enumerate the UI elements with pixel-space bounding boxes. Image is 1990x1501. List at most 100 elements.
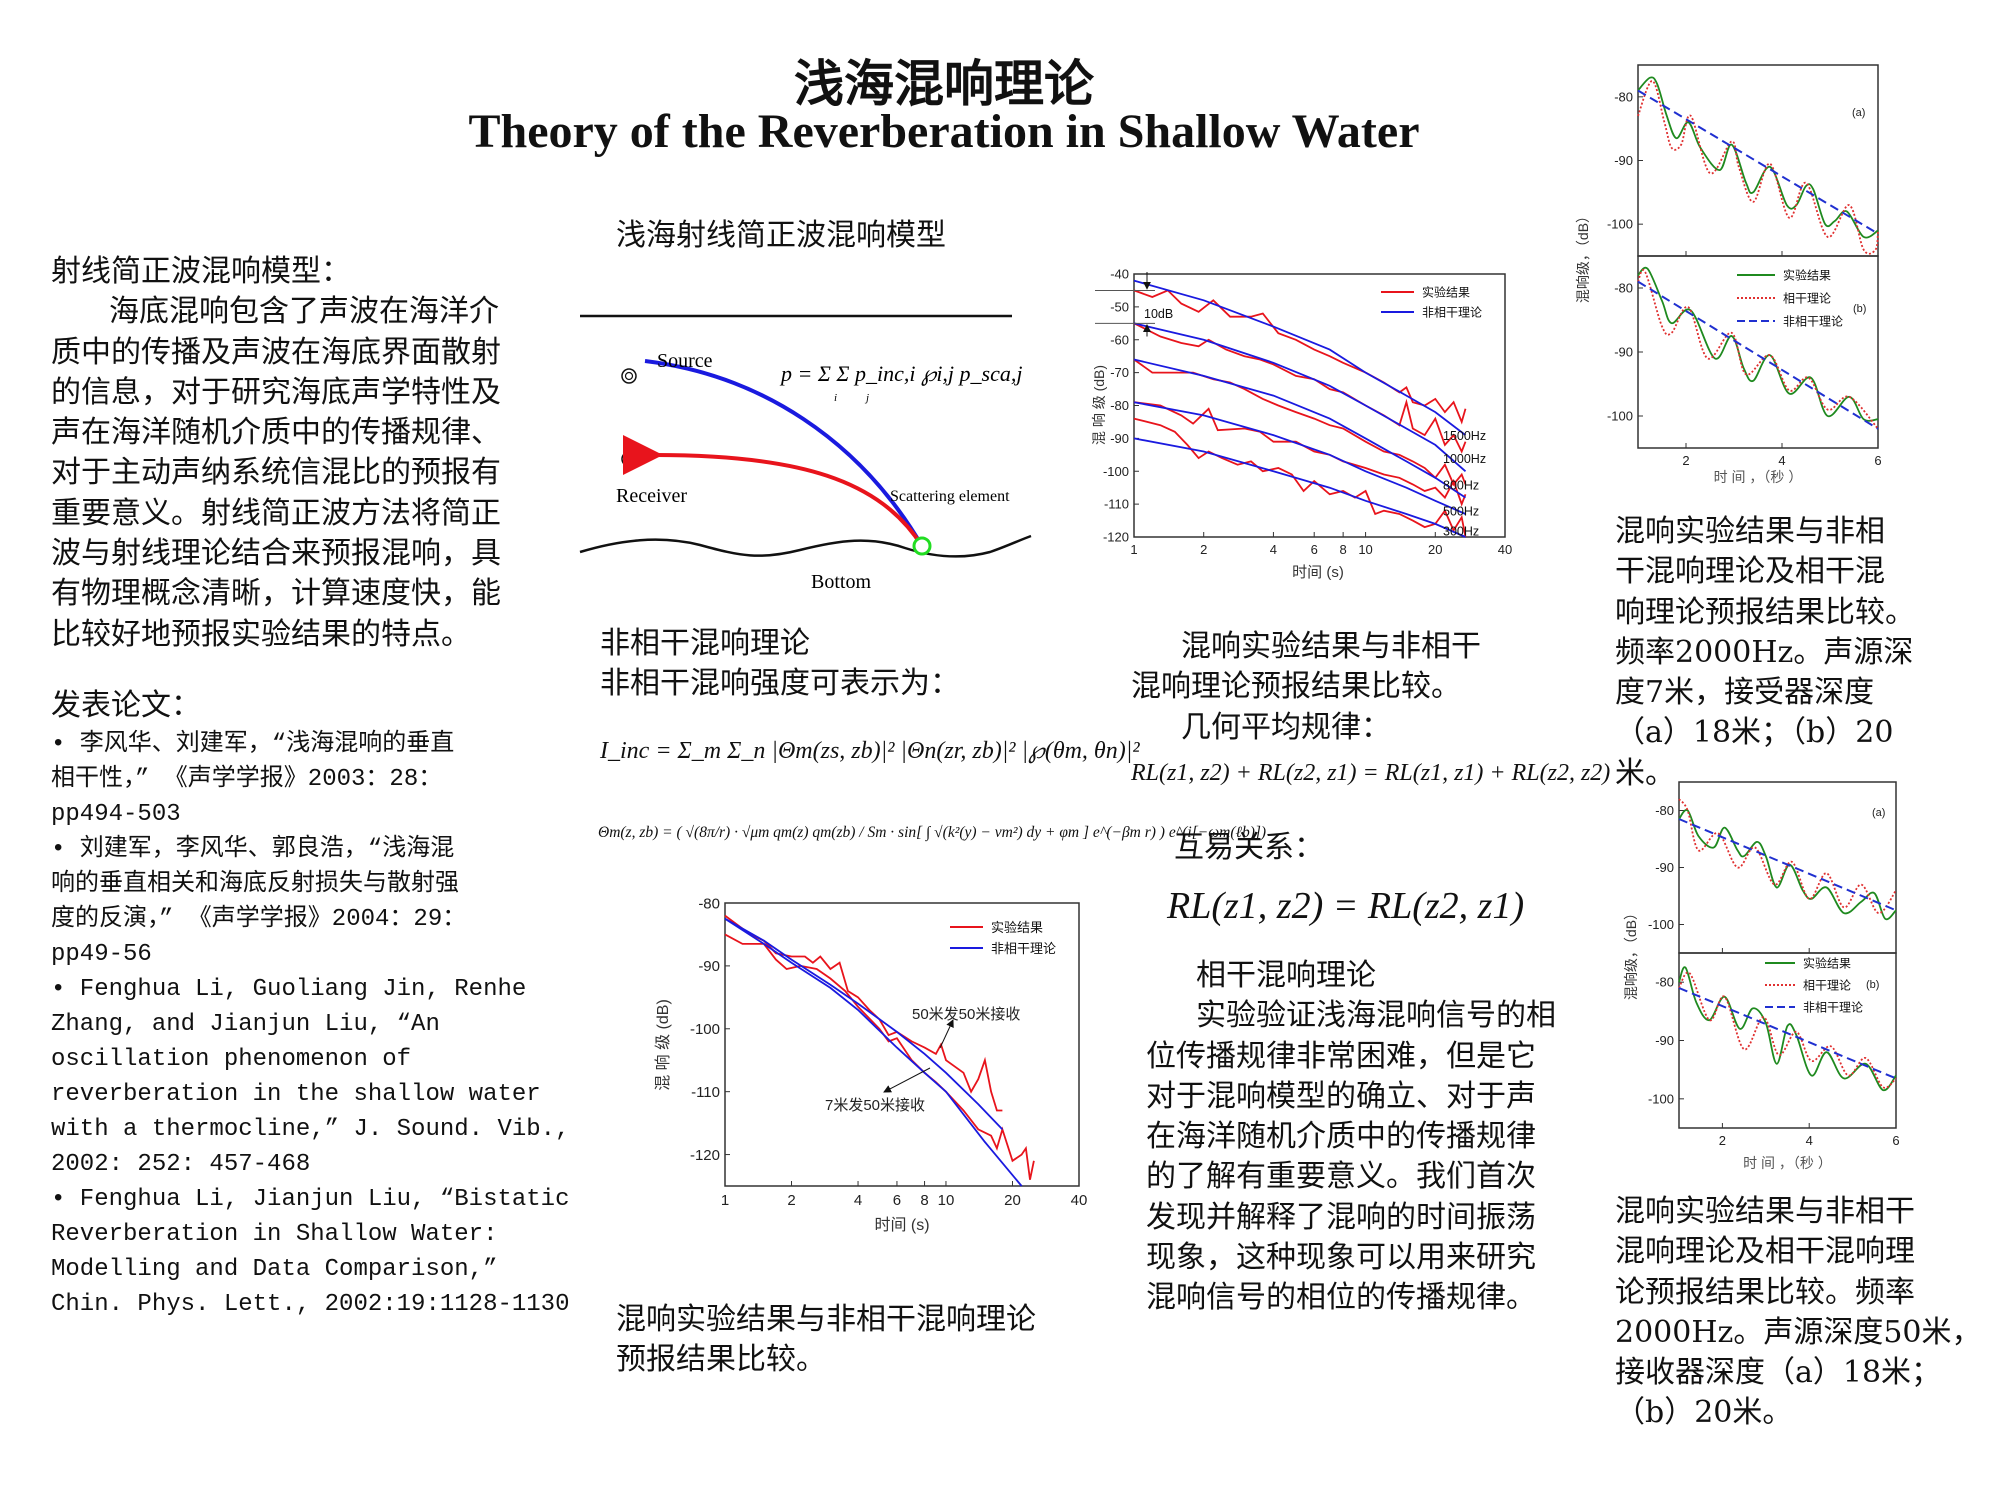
y-tick-label: -110	[691, 1084, 720, 1101]
coherent-heading: 相干混响理论	[1196, 958, 1376, 993]
y-tick-label: -90	[1110, 431, 1129, 446]
legend-label: 实验结果	[991, 920, 1043, 935]
coherent-line: 的了解有重要意义。我们首次	[1146, 1159, 1536, 1195]
intro-section: 射线简正波混响模型： 海底混响包含了声波在海洋介 质中的传播及声波在海底界面散射…	[51, 252, 501, 655]
series-line	[1133, 401, 1467, 507]
diagram-title-wrap: 浅海射线简正波混响模型	[616, 216, 946, 256]
reference-line: Chin. Phys. Lett., 2002:19:1128-1130	[51, 1291, 570, 1318]
diagram-title: 浅海射线简正波混响模型	[616, 218, 946, 253]
annotation-arrow	[883, 1067, 931, 1093]
geometric-mean-formula: RL(z1, z2) + RL(z2, z1) = RL(z1, z1) + R…	[1131, 760, 1611, 786]
legend-label: 非相干理论	[1803, 1001, 1863, 1015]
y-tick-label: -100	[1103, 464, 1129, 479]
intro-line: 海底混响包含了声波在海洋介	[109, 294, 499, 330]
y-tick-label: -100	[1648, 917, 1674, 932]
frequency-label: 1000Hz	[1443, 452, 1486, 466]
caption-line: 论预报结果比较。频率	[1615, 1274, 1915, 1310]
plot-frame	[1637, 255, 1879, 449]
poster-title-en: Theory of the Reverberation in Shallow W…	[468, 105, 1420, 158]
caption-line: 混响实验结果与非相干混响理论	[616, 1302, 1036, 1337]
intro-line: 比较好地预报实验结果的特点。	[51, 616, 471, 652]
scattering-element-label: Scattering element	[890, 488, 1010, 505]
y-tick-label: -90	[1614, 345, 1633, 360]
legend-label: 相干理论	[1803, 979, 1851, 993]
x-tick-label: 4	[854, 1192, 862, 1209]
y-tick-label: -100	[1648, 1091, 1674, 1106]
reference-line: 相干性，” 《声学学报》2003：28：	[51, 766, 443, 793]
scattering-element-icon	[912, 536, 932, 556]
chart-coherent-7m-source: -80 -90 -100 2 4 6 -80 -90 -100 (a) (b) 实验结果相干理论非相干…	[1575, 64, 1882, 485]
caption-line: 混响实验结果与非相	[1615, 514, 1885, 549]
panel-label-b: (b)	[1853, 303, 1866, 315]
y-tick-label: -50	[1110, 299, 1129, 314]
x-tick-label: 20	[1428, 542, 1442, 557]
series-line	[1637, 79, 1879, 255]
receiver-icon	[621, 451, 637, 467]
series-line	[1678, 809, 1897, 921]
chart-d-caption: 混响实验结果与非相干 混响理论及相干混响理 论预报结果比较。频率 2000Hz。…	[1615, 1192, 1982, 1434]
x-tick-label: 2	[1682, 453, 1689, 468]
legend-label: 实验结果	[1803, 956, 1851, 971]
y-tick-label: -80	[1614, 89, 1633, 104]
series-line	[1678, 798, 1897, 914]
publications-list: • 李风华、刘建军，“浅海混响的垂直 相干性，” 《声学学报》2003：28： …	[51, 727, 569, 1322]
y-tick-label: -80	[1655, 975, 1674, 990]
caption-line: 混响实验结果与非相干	[1181, 629, 1481, 664]
series-line	[1133, 358, 1467, 487]
bottom-label: Bottom	[811, 571, 871, 593]
series-line	[1133, 279, 1467, 436]
legend-label: 实验结果	[1783, 268, 1831, 283]
panel-label-a: (a)	[1852, 107, 1865, 119]
x-axis-label: 时间 (s)	[874, 1216, 929, 1234]
x-tick-label: 6	[893, 1192, 901, 1209]
incoherent-subheading: 非相干混响强度可表示为：	[600, 666, 960, 702]
formula-index-i: i	[834, 392, 837, 404]
x-axis-label: 时 间 ，（秒 ）	[1714, 469, 1803, 485]
incident-ray	[644, 359, 924, 548]
coherent-line: 现象，这种现象可以用来研究	[1146, 1240, 1536, 1276]
y-tick-label: -40	[1110, 267, 1129, 282]
x-tick-label: 2	[1719, 1133, 1726, 1148]
mode-amplitude-formula: Θm(z, zb) = ( √(8π/r) · √μm qm(z) qm(zb)…	[598, 824, 1267, 841]
y-tick-label: -80	[1110, 398, 1129, 413]
reference-line: • Fenghua Li, Guoliang Jin, Renhe	[51, 976, 527, 1003]
y-tick-label: -80	[698, 895, 720, 912]
publications-heading-wrap: 发表论文：	[51, 686, 201, 726]
chart-multi-frequency-reverb: 1 2 4 6 8 10 20 40 -40 -50 -60 -70 -80 -90 -100 -110 -12…	[1091, 267, 1512, 581]
caption-line: 混响实验结果与非相干	[1615, 1194, 1915, 1229]
x-tick-label: 10	[938, 1192, 955, 1209]
panel-label-a: (a)	[1872, 807, 1885, 819]
reference-line: with a thermocline,” J. Sound. Vib.,	[51, 1116, 570, 1143]
series-line	[1637, 280, 1879, 430]
intro-line: 对于主动声纳系统信混比的预报有	[51, 455, 501, 491]
y-tick-label: -100	[1607, 409, 1633, 424]
caption-line: 米。	[1615, 755, 1675, 791]
reference-line: Reverberation in Shallow Water:	[51, 1221, 498, 1248]
y-tick-label: -100	[690, 1021, 720, 1038]
annotation-arrow	[939, 1019, 954, 1049]
series-line	[1133, 417, 1467, 538]
caption-line: （b）20米。	[1615, 1395, 1793, 1431]
reciprocity-formula: RL(z1, z2) = RL(z2, z1)	[1167, 885, 1525, 927]
y-tick-label: -110	[1104, 497, 1129, 512]
chart-b-caption: 混响实验结果与非相干 混响理论预报结果比较。 几何平均规律：	[1131, 627, 1481, 748]
reciprocity-heading: 互易关系：	[1174, 830, 1324, 865]
x-tick-label: 2	[1200, 542, 1207, 557]
legend-label: 非相干理论	[1422, 306, 1482, 320]
y-axis-label: 混 响 级 (dB)	[654, 999, 672, 1091]
caption-line: 频率2000Hz。声源深	[1615, 634, 1914, 670]
series-line	[1637, 269, 1879, 430]
incoherent-intensity-formula: I_inc = Σ_m Σ_n |Θm(zs, zb)|² |Θn(zr, zb…	[600, 738, 1140, 764]
y-axis-label: 混响级，（dB）	[1623, 906, 1639, 1000]
frequency-label: 300Hz	[1443, 524, 1479, 538]
reference-line: • 刘建军，李风华、郭良浩，“浅海混	[51, 836, 455, 863]
formula-index-j: j	[864, 392, 869, 404]
y-tick-label: -90	[1614, 153, 1633, 168]
receiver-label: Receiver	[616, 485, 687, 507]
reference-line: reverberation in the shallow water	[51, 1081, 541, 1108]
scattered-ray	[622, 434, 924, 548]
reference-line: 度的反演，” 《声学学报》2004：29：	[51, 906, 467, 933]
series-line	[1133, 289, 1467, 425]
series-line	[724, 917, 1004, 1131]
